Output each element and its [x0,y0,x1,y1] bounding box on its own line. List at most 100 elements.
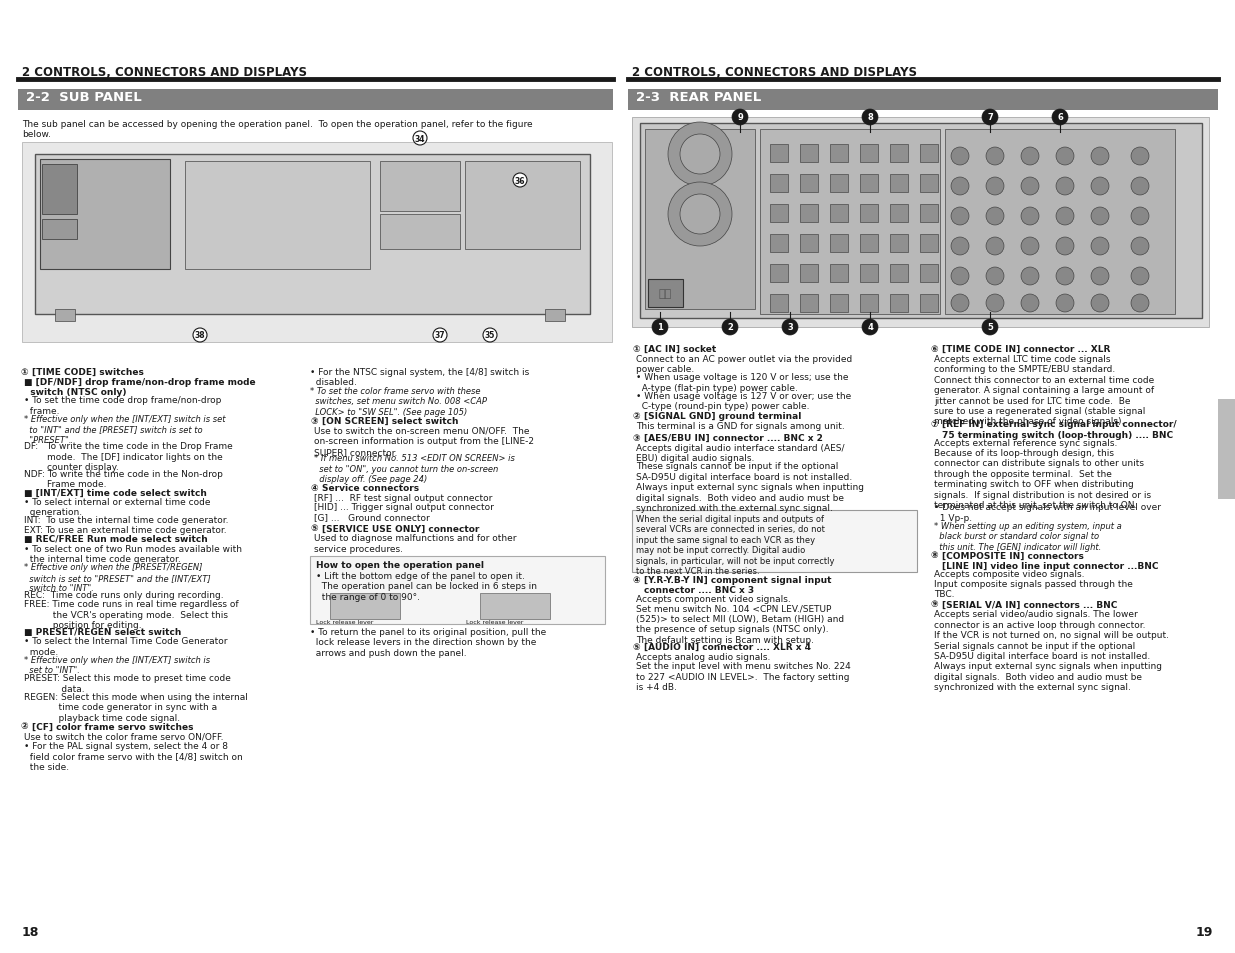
Text: [SERVICE USE ONLY] connector: [SERVICE USE ONLY] connector [322,524,479,533]
Circle shape [951,148,969,166]
Text: • To return the panel to its original position, pull the
  lock release levers i: • To return the panel to its original po… [310,627,546,658]
Text: 8: 8 [867,113,873,122]
Bar [629,90,1218,111]
Text: • To select one of two Run modes available with
  the internal time code generat: • To select one of two Run modes availab… [23,544,242,564]
Circle shape [782,319,798,335]
Bar [920,174,939,193]
Circle shape [982,319,998,335]
Bar [890,265,908,283]
Bar [545,310,564,322]
Bar [890,234,908,253]
Text: EXT: To use an external time code generator.: EXT: To use an external time code genera… [23,525,227,535]
Text: ②: ② [632,412,640,421]
Bar [860,205,878,223]
Text: ②: ② [20,721,27,731]
Circle shape [1056,148,1074,166]
Text: 7: 7 [987,113,993,122]
Circle shape [668,183,732,247]
Text: [COMPOSITE IN] connectors
[LINE IN] video line input connector ...BNC: [COMPOSITE IN] connectors [LINE IN] vide… [942,551,1158,570]
Text: ⑧: ⑧ [930,551,937,560]
Text: Lock release lever: Lock release lever [316,619,374,624]
Bar [890,145,908,163]
Circle shape [1021,294,1039,313]
Circle shape [680,135,720,174]
Text: * To set the color frame servo with these
  switches, set menu switch No. 008 <C: * To set the color frame servo with thes… [310,387,487,416]
Bar [860,145,878,163]
Text: FREE: Time code runs in real time regardless of
          the VCR's operating mo: FREE: Time code runs in real time regard… [23,599,238,630]
Text: ■ REC/FREE Run mode select switch: ■ REC/FREE Run mode select switch [23,535,207,544]
Bar [830,205,848,223]
Text: [TIME CODE IN] connector ... XLR: [TIME CODE IN] connector ... XLR [942,345,1110,354]
Circle shape [722,319,739,335]
Circle shape [862,110,878,126]
Circle shape [1091,148,1109,166]
Bar [890,205,908,223]
Bar [920,205,939,223]
Circle shape [951,294,969,313]
Text: Lock release lever: Lock release lever [467,619,524,624]
Text: 36: 36 [515,176,525,185]
Text: Set menu switch No. 104 <CPN LEV./SETUP
(525)> to select MII (LOW), Betam (HIGH): Set menu switch No. 104 <CPN LEV./SETUP … [636,604,845,644]
Circle shape [1056,208,1074,226]
Text: [G] ...   Ground connector: [G] ... Ground connector [314,513,430,521]
Text: ⑨: ⑨ [930,599,937,609]
Bar [769,234,788,253]
Text: 4: 4 [867,323,873,333]
Circle shape [1021,237,1039,255]
Bar [632,118,1209,328]
Bar [800,265,818,283]
Text: 34: 34 [415,134,425,143]
Text: ①: ① [20,368,27,376]
Text: * Effective only when the [INT/EXT] switch is set
  to "INT" and the [PRESET] sw: * Effective only when the [INT/EXT] swit… [23,415,226,444]
Circle shape [1056,178,1074,195]
Text: 2-2  SUB PANEL: 2-2 SUB PANEL [26,91,142,104]
Bar [42,165,77,214]
Circle shape [1131,294,1149,313]
Bar [466,162,580,250]
Circle shape [951,178,969,195]
Text: 2 CONTROLS, CONNECTORS AND DISPLAYS: 2 CONTROLS, CONNECTORS AND DISPLAYS [22,66,308,79]
Circle shape [1091,178,1109,195]
Text: Accepts serial video/audio signals. The lower
connector is an active loop throug: Accepts serial video/audio signals. The … [934,610,1170,692]
Bar [830,145,848,163]
Text: These signals cannot be input if the optional
SA-D95U digital interface board is: These signals cannot be input if the opt… [636,462,864,513]
Circle shape [513,173,527,188]
Text: Input composite signals passed through the
TBC.: Input composite signals passed through t… [934,579,1132,598]
Circle shape [1091,208,1109,226]
Bar [800,145,818,163]
Text: [TIME CODE] switches: [TIME CODE] switches [32,368,143,376]
Circle shape [986,208,1004,226]
Bar [40,160,170,270]
Text: • For the NTSC signal system, the [4/8] switch is
  disabled.: • For the NTSC signal system, the [4/8] … [310,368,530,387]
Text: Accepts digital audio interface standard (AES/
EBU) digital audio signals.: Accepts digital audio interface standard… [636,443,845,463]
Circle shape [986,237,1004,255]
Text: Use to switch the color frame servo ON/OFF.: Use to switch the color frame servo ON/O… [23,732,224,740]
Bar [920,294,939,313]
Bar [480,594,550,619]
Bar [830,265,848,283]
Text: ⑦: ⑦ [930,420,937,429]
Text: 2 CONTROLS, CONNECTORS AND DISPLAYS: 2 CONTROLS, CONNECTORS AND DISPLAYS [632,66,918,79]
Bar [769,174,788,193]
Circle shape [1056,294,1074,313]
Text: 35: 35 [485,331,495,340]
Text: ⑥: ⑥ [930,345,937,354]
Bar [760,130,940,314]
Text: * Effective only when the [PRESET/REGEN]
  switch is set to "PRESET" and the [IN: * Effective only when the [PRESET/REGEN]… [23,563,211,593]
Text: 1: 1 [657,323,663,333]
Text: [REF IN] external sync signal input connector/
75 terminating switch (loop-throu: [REF IN] external sync signal input conn… [942,420,1177,439]
Bar [860,294,878,313]
Text: * If menu switch No. 513 <EDIT ON SCREEN> is
  set to "ON", you cannot turn the : * If menu switch No. 513 <EDIT ON SCREEN… [314,454,515,484]
Text: • To select internal or external time code
  generation.: • To select internal or external time co… [23,497,210,517]
Bar [830,234,848,253]
Circle shape [982,110,998,126]
Bar [769,205,788,223]
Text: * When setting up an editing system, input a
  black burst or standard color sig: * When setting up an editing system, inp… [934,521,1121,551]
Text: PRESET: Select this mode to preset time code
             data.: PRESET: Select this mode to preset time … [23,674,231,693]
Circle shape [1021,208,1039,226]
Text: This terminal is a GND for signals among unit.: This terminal is a GND for signals among… [636,422,845,431]
Text: Accepts composite video signals.: Accepts composite video signals. [934,570,1084,578]
Bar [769,145,788,163]
Bar [330,594,400,619]
Bar [632,511,918,573]
